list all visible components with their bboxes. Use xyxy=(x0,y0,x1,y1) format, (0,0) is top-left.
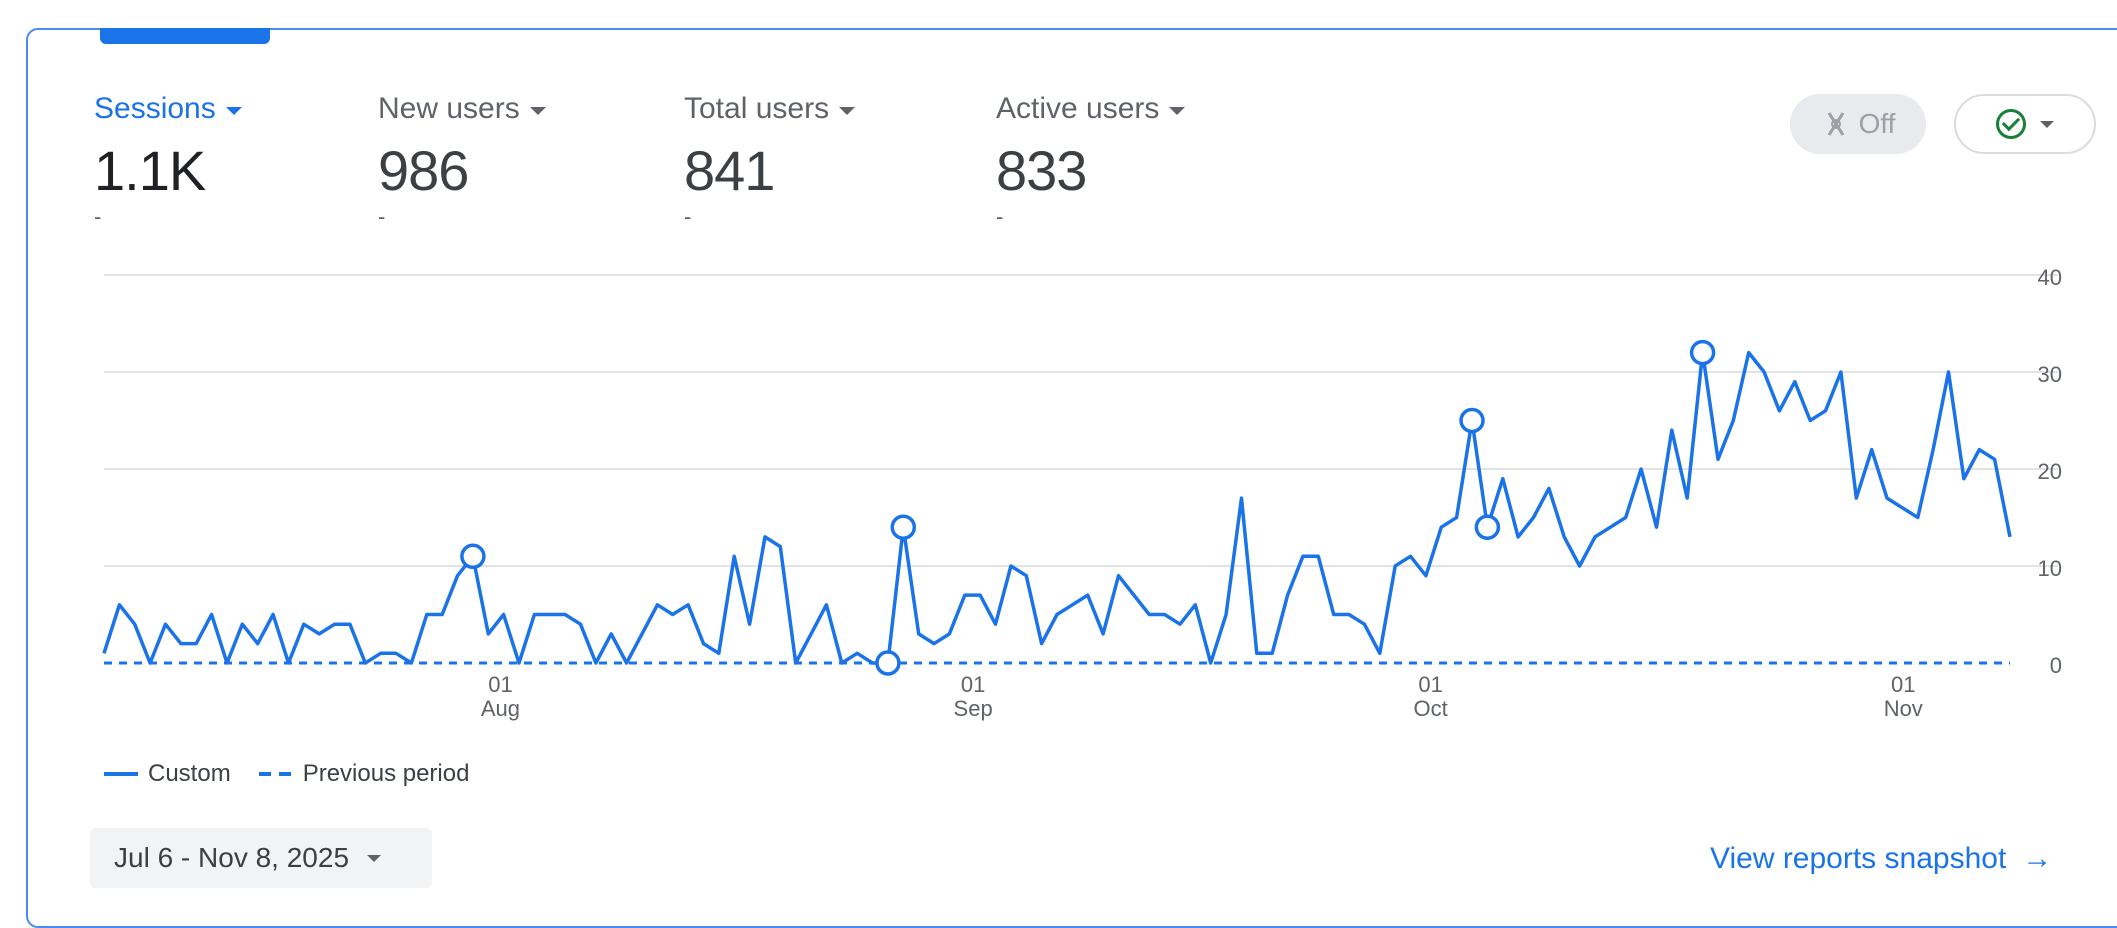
anomaly-marker xyxy=(1689,339,1716,366)
x-tick-day: 01 xyxy=(488,672,512,697)
anomaly-toggle-label: Off xyxy=(1858,108,1896,139)
metric-value: 986 xyxy=(378,139,469,202)
metric-label: Sessions xyxy=(94,92,216,125)
x-tick-day: 01 xyxy=(1891,672,1915,697)
view-reports-snapshot-link[interactable]: View reports snapshot → xyxy=(1710,842,2052,876)
metric-tab-total-users[interactable]: Total users 841 - xyxy=(684,92,856,229)
chevron-down-icon xyxy=(367,854,382,862)
metric-change: - xyxy=(378,204,386,229)
view-link-label: View reports snapshot xyxy=(1710,842,2007,875)
y-tick-label: 20 xyxy=(2038,459,2062,484)
overview-card xyxy=(26,28,2117,928)
x-tick-month: Sep xyxy=(954,696,993,721)
x-tick-month: Oct xyxy=(1413,696,1447,721)
y-tick-label: 0 xyxy=(2050,653,2062,678)
legend-label-previous: Previous period xyxy=(302,760,470,787)
metric-change: - xyxy=(684,204,692,229)
check-circle-icon xyxy=(1996,109,2026,139)
legend-swatch-custom xyxy=(104,772,138,776)
metric-change: - xyxy=(996,204,1004,229)
anomaly-icon xyxy=(1827,112,1844,136)
metric-value: 841 xyxy=(684,139,775,202)
legend-label-custom: Custom xyxy=(148,760,231,787)
y-tick-label: 10 xyxy=(2038,556,2062,581)
metric-label: Active users xyxy=(996,92,1160,125)
date-range-label: Jul 6 - Nov 8, 2025 xyxy=(114,842,350,873)
anomaly-marker xyxy=(890,514,917,540)
anomaly-marker xyxy=(1474,514,1501,540)
anomaly-marker xyxy=(460,543,486,570)
metric-tab-active-users[interactable]: Active users 833 - xyxy=(996,92,1186,229)
arrow-right-icon: → xyxy=(2022,842,2053,875)
metric-value: 1.1K xyxy=(94,139,206,202)
chevron-down-icon xyxy=(2040,120,2054,128)
metric-label: New users xyxy=(378,92,520,125)
series-line-custom xyxy=(102,350,2012,665)
x-tick-day: 01 xyxy=(961,672,985,697)
anomaly-marker xyxy=(875,650,901,676)
y-tick-label: 40 xyxy=(2038,265,2062,290)
metric-tab-sessions[interactable]: Sessions 1.1K - xyxy=(94,92,242,229)
metric-tab-new-users[interactable]: New users 986 - xyxy=(378,92,546,229)
anomaly-marker xyxy=(1459,407,1485,434)
metric-value: 833 xyxy=(996,139,1087,202)
active-tab-indicator xyxy=(100,28,270,44)
x-tick-month: Aug xyxy=(481,696,520,721)
anomaly-toggle-button[interactable]: Off xyxy=(1790,94,1926,154)
x-tick-day: 01 xyxy=(1418,672,1442,697)
legend-swatch-previous xyxy=(258,772,293,776)
chevron-down-icon xyxy=(1169,107,1186,115)
chart-legend: Custom Previous period xyxy=(104,760,469,788)
x-tick-month: Nov xyxy=(1884,696,1923,721)
chevron-down-icon xyxy=(529,107,546,115)
metric-label: Total users xyxy=(684,92,830,125)
chevron-down-icon xyxy=(225,107,242,115)
date-range-button[interactable]: Jul 6 - Nov 8, 2025 xyxy=(90,828,432,888)
metric-change: - xyxy=(94,204,102,229)
chevron-down-icon xyxy=(839,107,856,115)
y-tick-label: 30 xyxy=(2038,362,2062,387)
data-quality-button[interactable] xyxy=(1954,94,2096,154)
